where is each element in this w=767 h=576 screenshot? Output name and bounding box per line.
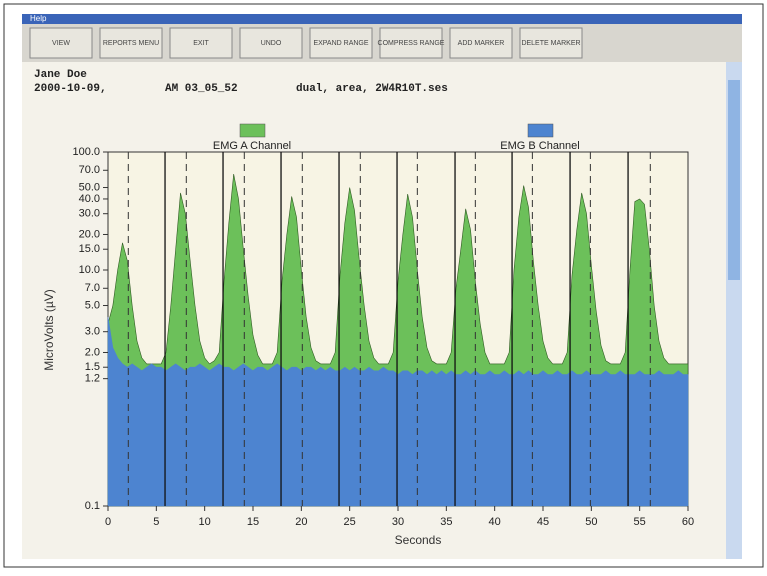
y-tick-label: 50.0: [79, 181, 100, 193]
toolbar-button-label: COMPRESS RANGE: [378, 40, 445, 47]
x-tick-label: 50: [585, 516, 597, 528]
session-date: 2000-10-09,: [34, 83, 107, 95]
x-tick-label: 55: [634, 516, 646, 528]
x-tick-label: 35: [440, 516, 452, 528]
x-axis-label: Seconds: [395, 533, 442, 547]
toolbar-button-label: UNDO: [261, 40, 282, 47]
y-tick-label: 70.0: [79, 164, 100, 176]
toolbar-button-label: VIEW: [52, 40, 70, 47]
x-tick-label: 10: [199, 516, 211, 528]
y-tick-label: 1.5: [85, 361, 100, 373]
y-tick-label: 40.0: [79, 193, 100, 205]
session-time: AM 03_05_52: [165, 83, 238, 95]
legend-swatch: [528, 124, 553, 137]
y-tick-label: 100.0: [72, 146, 100, 158]
x-tick-label: 60: [682, 516, 694, 528]
x-tick-label: 25: [344, 516, 356, 528]
y-tick-label: 15.0: [79, 243, 100, 255]
x-tick-label: 20: [295, 516, 307, 528]
y-tick-label: 10.0: [79, 264, 100, 276]
x-tick-label: 40: [489, 516, 501, 528]
menu-bar: [22, 14, 742, 24]
toolbar-button-label: EXPAND RANGE: [313, 40, 368, 47]
session-file: dual, area, 2W4R10T.ses: [296, 83, 448, 95]
toolbar-button-label: DELETE MARKER: [521, 40, 580, 47]
x-tick-label: 45: [537, 516, 549, 528]
y-tick-label: 5.0: [85, 299, 100, 311]
y-tick-label: 30.0: [79, 208, 100, 220]
y-tick-label: 2.0: [85, 346, 100, 358]
y-axis-label: MicroVolts (µV): [42, 289, 56, 371]
legend-label: EMG B Channel: [500, 140, 579, 152]
legend-swatch: [240, 124, 265, 137]
y-tick-label: 20.0: [79, 228, 100, 240]
toolbar-button-label: REPORTS MENU: [103, 40, 159, 47]
patient-name: Jane Doe: [34, 69, 87, 81]
x-tick-label: 0: [105, 516, 111, 528]
x-tick-label: 30: [392, 516, 404, 528]
scroll-thumb[interactable]: [728, 80, 740, 280]
toolbar-button-label: EXIT: [193, 40, 209, 47]
x-tick-label: 5: [153, 516, 159, 528]
y-tick-label: 1.2: [85, 373, 100, 385]
y-tick-label: 7.0: [85, 282, 100, 294]
menu-label[interactable]: Help: [30, 14, 47, 23]
y-tick-label: 3.0: [85, 326, 100, 338]
screen: Help Jane Doe 2000-10-09, AM 03_05_52 du…: [0, 0, 767, 571]
toolbar-button-label: ADD MARKER: [458, 40, 505, 47]
y-tick-label: 0.1: [85, 500, 100, 512]
x-tick-label: 15: [247, 516, 259, 528]
legend-label: EMG A Channel: [213, 140, 291, 152]
